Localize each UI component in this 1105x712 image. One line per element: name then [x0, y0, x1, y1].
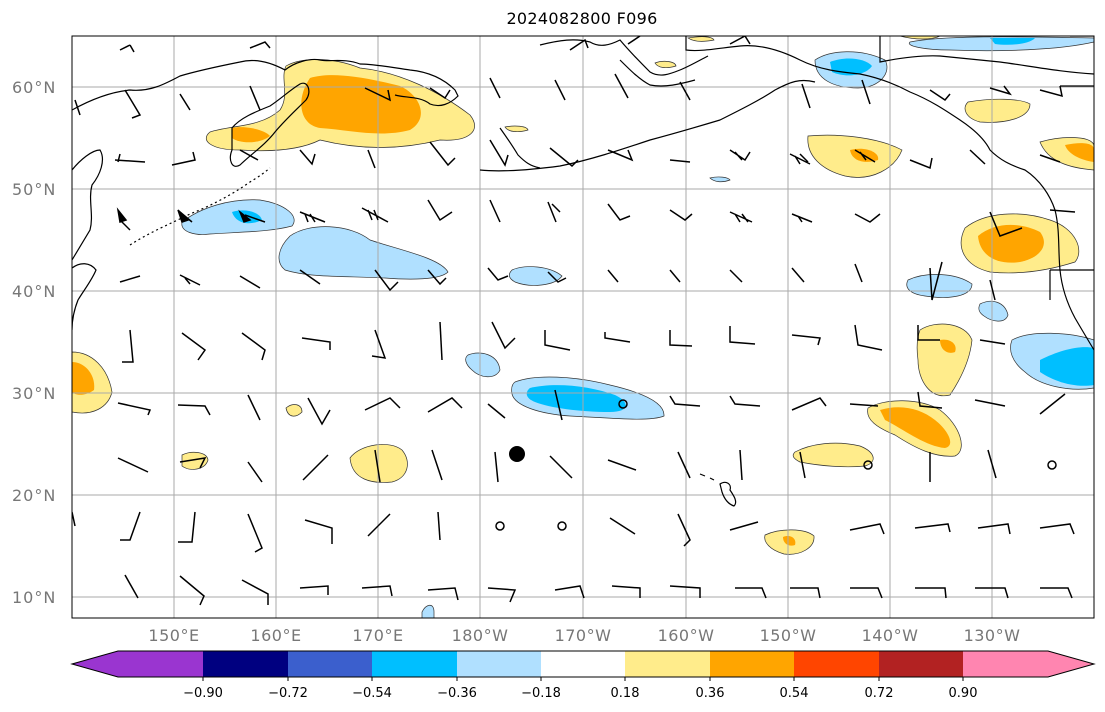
colorbar-tick-label: 0.54: [779, 686, 809, 701]
map-frame: [71, 35, 1095, 619]
lon-label: 150°E: [148, 626, 200, 645]
colorbar-tick-label: 0.72: [864, 686, 894, 701]
lat-label: 60°N: [12, 78, 57, 97]
storm-markers: [495, 399, 1057, 531]
open-circle-marker: [1047, 460, 1057, 470]
colorbar-tick-label: 0.18: [610, 686, 640, 701]
lon-label: 160°E: [250, 626, 302, 645]
lat-label: 50°N: [12, 180, 57, 199]
colorbar-tick-label: −0.36: [437, 686, 477, 701]
open-circle-marker: [495, 521, 505, 531]
lon-label: 150°W: [759, 626, 817, 645]
colorbar-tick-label: −0.72: [268, 686, 308, 701]
lat-label: 30°N: [12, 384, 57, 403]
storm-center-marker: [509, 446, 525, 462]
colorbar-tick-label: −0.90: [183, 686, 223, 701]
colorbar-tick-label: 0.36: [695, 686, 725, 701]
colorbar-tick-label: −0.18: [521, 686, 561, 701]
lon-label: 170°W: [554, 626, 612, 645]
lon-label: 170°E: [352, 626, 404, 645]
colorbar-tick-label: 0.90: [948, 686, 978, 701]
lon-label: 160°W: [657, 626, 715, 645]
wind-barbs: [72, 36, 1076, 606]
colorbar-tick-label: −0.54: [352, 686, 392, 701]
lon-label: 180°W: [451, 626, 509, 645]
lat-label: 40°N: [12, 282, 57, 301]
lon-label: 130°W: [963, 626, 1021, 645]
lat-label: 10°N: [12, 588, 57, 607]
map-title: 2024082800 F096: [506, 9, 658, 28]
anomaly-shading: [72, 36, 1094, 618]
open-circle-marker: [863, 460, 873, 470]
lon-label: 140°W: [861, 626, 919, 645]
gridlines: [72, 36, 1094, 618]
coastlines: [72, 36, 1094, 507]
open-circle-marker: [618, 399, 628, 409]
lat-label: 20°N: [12, 486, 57, 505]
open-circle-marker: [557, 521, 567, 531]
